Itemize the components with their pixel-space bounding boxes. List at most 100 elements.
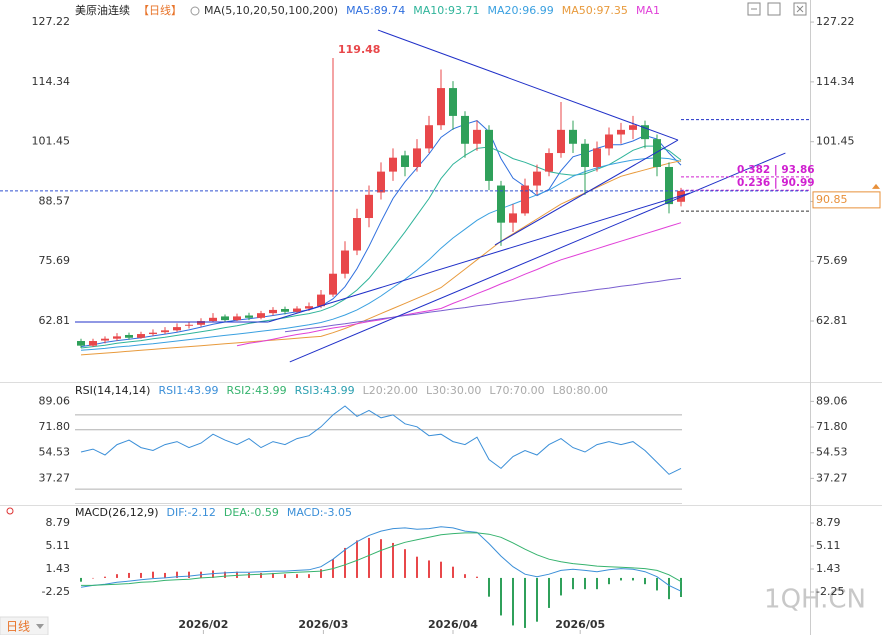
histogram-bar xyxy=(368,537,370,578)
candle-body xyxy=(353,218,361,251)
candle-body xyxy=(473,129,481,144)
histogram-bar xyxy=(452,566,454,578)
toolbar-icons xyxy=(747,2,807,16)
histogram-bar xyxy=(248,572,250,578)
histogram-bar xyxy=(524,577,526,628)
candle-body xyxy=(281,308,289,312)
y-tick-label: 1.43 xyxy=(816,562,841,575)
histogram-bar xyxy=(488,577,490,597)
legend-item: MA5:89.74 xyxy=(346,4,405,17)
close-icon[interactable] xyxy=(793,2,807,16)
x-tick-label: 2026/02 xyxy=(178,618,228,631)
histogram-bar xyxy=(440,561,442,578)
trendline xyxy=(377,29,679,141)
histogram-bar xyxy=(284,574,286,578)
histogram-bar xyxy=(164,572,166,578)
indicator-icon[interactable] xyxy=(6,507,14,515)
histogram-bar xyxy=(428,560,430,578)
candle-body xyxy=(197,321,205,325)
y-tick-label: 8.79 xyxy=(816,516,841,529)
minimize-icon[interactable] xyxy=(747,2,761,16)
y-tick-label: 8.79 xyxy=(46,516,71,529)
y-tick-label: -2.25 xyxy=(816,585,844,598)
histogram-bar xyxy=(296,574,298,578)
histogram-bar xyxy=(320,569,322,578)
candle-body xyxy=(449,88,457,116)
trendline xyxy=(289,152,786,363)
candle-body xyxy=(533,171,541,186)
candle-body xyxy=(401,155,409,167)
candle-body xyxy=(77,341,85,346)
histogram-bar xyxy=(668,577,670,600)
y-tick-label: 54.53 xyxy=(39,446,71,459)
candle-body xyxy=(317,294,325,307)
candle-body xyxy=(413,148,421,167)
series-line xyxy=(80,120,682,348)
candle-body xyxy=(113,336,121,339)
y-tick-label: 5.11 xyxy=(46,539,71,552)
candle-body xyxy=(185,324,193,326)
candle-body xyxy=(521,185,529,214)
y-tick-label: 37.27 xyxy=(39,471,71,484)
histogram-bar xyxy=(548,577,550,608)
series-line xyxy=(81,532,682,586)
y-tick-label: 75.69 xyxy=(39,254,71,267)
legend-item: MA(5,10,20,50,100,200) xyxy=(204,4,338,17)
legend-item: 美原油连续 xyxy=(75,3,130,17)
candle-body xyxy=(485,129,493,181)
legend-item: MA1 xyxy=(636,4,660,17)
legend-item: L70:70.00 xyxy=(489,384,544,397)
watermark: 1QH.CN xyxy=(764,585,866,615)
histogram-bar xyxy=(584,577,586,590)
candle-body xyxy=(557,129,565,154)
candle-body xyxy=(593,148,601,167)
histogram-bar xyxy=(416,556,418,578)
candle-body xyxy=(173,327,181,331)
histogram-bar xyxy=(272,572,274,578)
legend-item: RSI3:43.99 xyxy=(295,384,355,397)
legend-item: RSI(14,14,14) xyxy=(75,384,150,397)
restore-icon[interactable] xyxy=(767,2,781,16)
histogram-bar xyxy=(512,577,514,626)
legend-item: RSI2:43.99 xyxy=(227,384,287,397)
candle-body xyxy=(257,313,265,318)
candle-body xyxy=(425,125,433,149)
period-button[interactable] xyxy=(0,616,49,635)
candle-body xyxy=(365,194,373,219)
legend-item: 【日线】 xyxy=(138,3,182,17)
series-line xyxy=(80,405,682,475)
histogram-bar xyxy=(356,540,358,578)
trendline xyxy=(494,139,679,246)
histogram-bar xyxy=(392,542,394,578)
plot-area xyxy=(75,29,786,363)
legend-item: DEA:-0.59 xyxy=(224,506,279,519)
annotation: 119.48 xyxy=(338,43,380,56)
plot-area xyxy=(75,405,682,504)
histogram-bar xyxy=(656,577,658,591)
y-tick-label: 127.22 xyxy=(816,15,855,28)
candle-body xyxy=(545,153,553,172)
last-price-box xyxy=(812,191,881,209)
histogram-bar xyxy=(212,570,214,578)
histogram-bar xyxy=(632,577,634,581)
histogram-bar xyxy=(380,539,382,578)
y-tick-label: 89.06 xyxy=(816,394,848,407)
level-label: 0.236 | 90.99 xyxy=(737,177,815,189)
histogram-bar xyxy=(152,571,154,578)
legend-item: L20:20.00 xyxy=(363,384,418,397)
histogram-bar xyxy=(644,577,646,585)
legend-item: L30:30.00 xyxy=(426,384,481,397)
y-tick-label: 89.06 xyxy=(39,394,71,407)
histogram-bar xyxy=(140,572,142,578)
candle-body xyxy=(209,317,217,322)
candle-body xyxy=(293,308,301,312)
candle-body xyxy=(149,332,157,335)
histogram-bar xyxy=(404,549,406,578)
histogram-bar xyxy=(608,577,610,585)
candle-body xyxy=(665,166,673,205)
candle-body xyxy=(125,334,133,338)
x-tick-label: 2026/04 xyxy=(428,618,478,631)
series-line xyxy=(236,222,682,347)
histogram-bar xyxy=(536,577,538,622)
